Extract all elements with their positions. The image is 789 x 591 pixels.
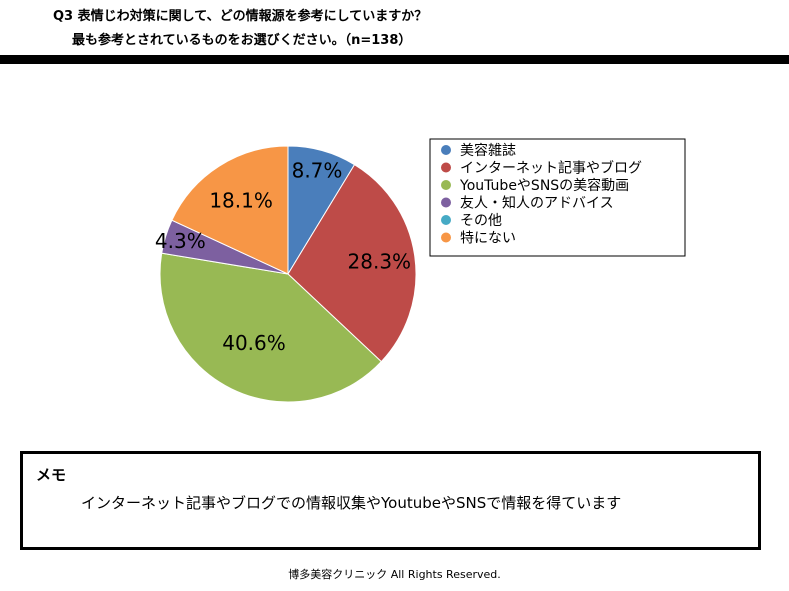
legend-marker-2 — [441, 162, 451, 173]
pie-slice-3 — [159, 252, 383, 403]
chart-legend: 美容雑誌インターネット記事やブログYouTubeやSNSの美容動画友人・知人のア… — [429, 138, 686, 257]
pie-label-1: 8.7% — [292, 159, 343, 183]
pie-label-3: 40.6% — [222, 331, 286, 355]
legend-marker-4 — [441, 197, 451, 208]
legend-label-5: その他 — [460, 213, 502, 229]
pie-label-6: 18.1% — [209, 189, 273, 213]
legend-label-3: YouTubeやSNSの美容動画 — [459, 177, 629, 194]
pie-slice-6 — [171, 145, 289, 275]
legend-marker-5 — [441, 215, 451, 225]
legend-marker-1 — [441, 145, 451, 155]
pie-slice-2 — [287, 163, 417, 363]
footer-copyright: 博多美容クリニック All Rights Reserved. — [288, 568, 501, 581]
memo-title: メモ — [36, 466, 67, 484]
legend-frame — [429, 138, 686, 257]
legend-marker-6 — [441, 232, 451, 243]
header-divider — [0, 55, 789, 64]
legend-label-1: 美容雑誌 — [460, 142, 516, 159]
question-title-line1: Q3 表情じわ対策に関して、どの情報源を参考にしていますか？ — [53, 9, 428, 24]
pie-label-2: 28.3% — [348, 250, 412, 274]
question-title-line2: 最も参考とされているものをお選びください。（n=138） — [72, 33, 412, 48]
pie-chart: 8.7% 28.3% 40.6% 4.3%18.1% 美容雑誌インターネット記事やブロ… — [155, 138, 686, 403]
legend-label-2: インターネット記事やブログ — [460, 160, 642, 177]
memo-box: メモ インターネット記事やブログでの情報収集やYoutubeやSNSで情報を得て… — [20, 451, 761, 550]
legend-marker-3 — [441, 180, 451, 190]
legend-label-4: 友人・知人のアドバイス — [460, 195, 614, 212]
pie-slices — [159, 145, 417, 403]
pie-label-4: 4.3% — [155, 229, 206, 253]
legend-label-6: 特にない — [460, 231, 516, 247]
memo-text: インターネット記事やブログでの情報収集やYoutubeやSNSで情報を得ています — [81, 494, 622, 512]
pie-data-labels: 8.7% 28.3% 40.6% 4.3%18.1% — [155, 159, 411, 355]
